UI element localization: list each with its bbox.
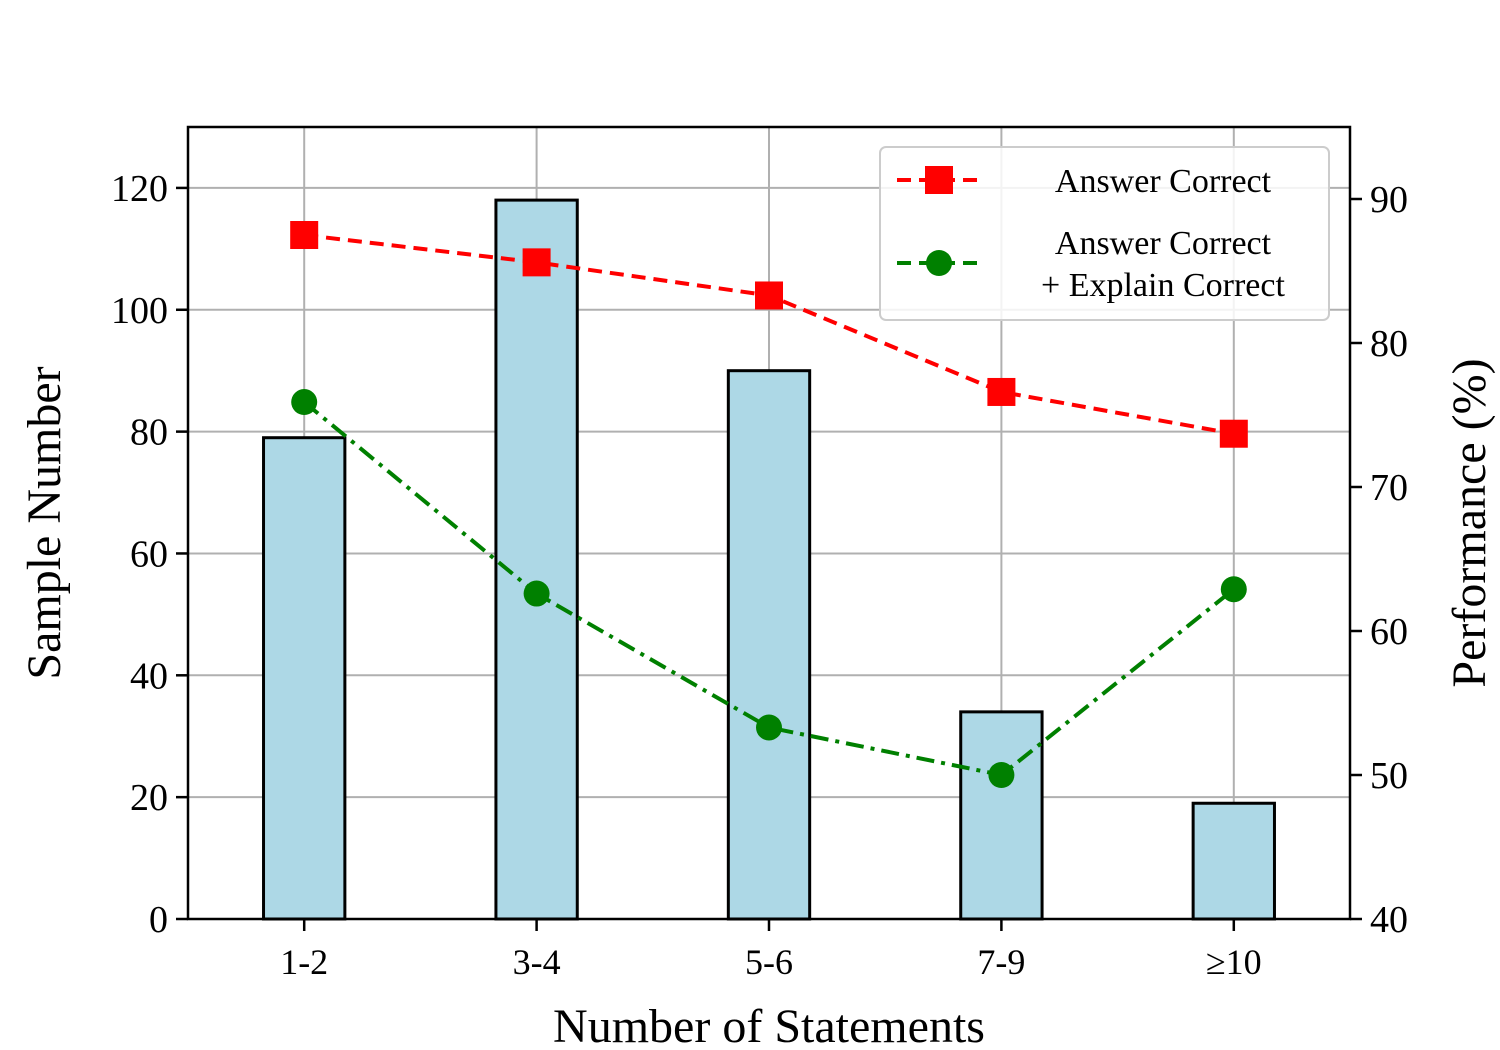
- y-left-tick-label: 60: [130, 533, 168, 575]
- y-left-tick-label: 40: [130, 655, 168, 697]
- legend-box: [879, 146, 1330, 321]
- y-right-tick-label: 60: [1370, 611, 1408, 653]
- y-axis-left-title: Sample Number: [18, 366, 71, 679]
- point-marker-circle: [988, 762, 1015, 788]
- y-right-tick-label: 40: [1370, 899, 1408, 941]
- legend-marker-circle: [926, 250, 952, 276]
- y-left-tick-label: 80: [130, 412, 168, 454]
- x-tick-label: 3-4: [513, 942, 561, 982]
- y-left-tick-label: 20: [130, 777, 168, 819]
- y-axis-right-title: Performance (%): [1443, 358, 1496, 687]
- y-right-tick-label: 90: [1370, 179, 1408, 221]
- bar: [262, 436, 347, 921]
- point-marker-square: [1219, 419, 1248, 448]
- y-right-tick-label: 80: [1370, 323, 1408, 365]
- x-tick-label: 1-2: [280, 942, 328, 982]
- legend: Answer Correct Answer Correct + Explain Co…: [879, 146, 1330, 321]
- axes: 0 20 40 60 80 100 120 40 50 60 70 80 90 1-2 3-4 5-6 7-9 ≥…: [111, 168, 1408, 982]
- legend-label: Answer Correct + Explain Correct: [1041, 225, 1285, 304]
- point-marker-square: [755, 281, 783, 310]
- y-left-tick-label: 100: [111, 290, 168, 332]
- point-marker-square: [522, 248, 551, 277]
- bars-group: [262, 198, 1276, 921]
- x-tick-label: ≥10: [1206, 942, 1262, 982]
- y-left-tick-label: 120: [111, 168, 168, 210]
- bar: [1191, 801, 1276, 921]
- x-axis-title: Number of Statements: [553, 1000, 985, 1050]
- point-marker-square: [987, 377, 1016, 406]
- point-marker-circle: [1220, 576, 1247, 603]
- x-tick-label: 5-6: [745, 942, 793, 982]
- series-lines: [290, 221, 1248, 788]
- legend-label: Answer Correct: [1055, 163, 1272, 200]
- point-marker-circle: [523, 580, 550, 607]
- point-marker-square: [290, 221, 319, 249]
- legend-marker-square: [925, 166, 953, 194]
- series-line-1: [302, 400, 1236, 778]
- y-right-tick-label: 70: [1370, 467, 1408, 509]
- y-left-tick-label: 0: [149, 899, 168, 941]
- x-tick-label: 7-9: [977, 942, 1025, 982]
- bar: [494, 198, 579, 921]
- bar: [959, 710, 1044, 921]
- point-marker-circle: [756, 714, 782, 741]
- bar: [726, 369, 812, 921]
- point-marker-circle: [291, 389, 318, 416]
- y-right-tick-label: 50: [1370, 755, 1408, 797]
